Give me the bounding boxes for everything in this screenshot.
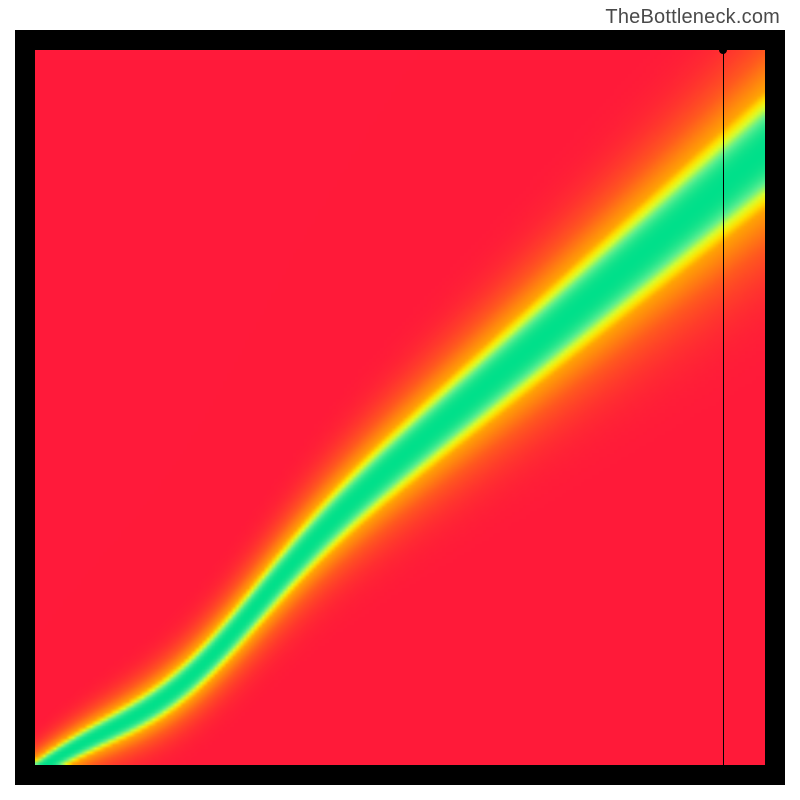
page-root: TheBottleneck.com — [0, 0, 800, 800]
cursor-vertical-line — [723, 50, 724, 765]
watermark-text: TheBottleneck.com — [605, 6, 780, 29]
heatmap-canvas — [35, 50, 765, 765]
heatmap-frame — [15, 30, 785, 785]
